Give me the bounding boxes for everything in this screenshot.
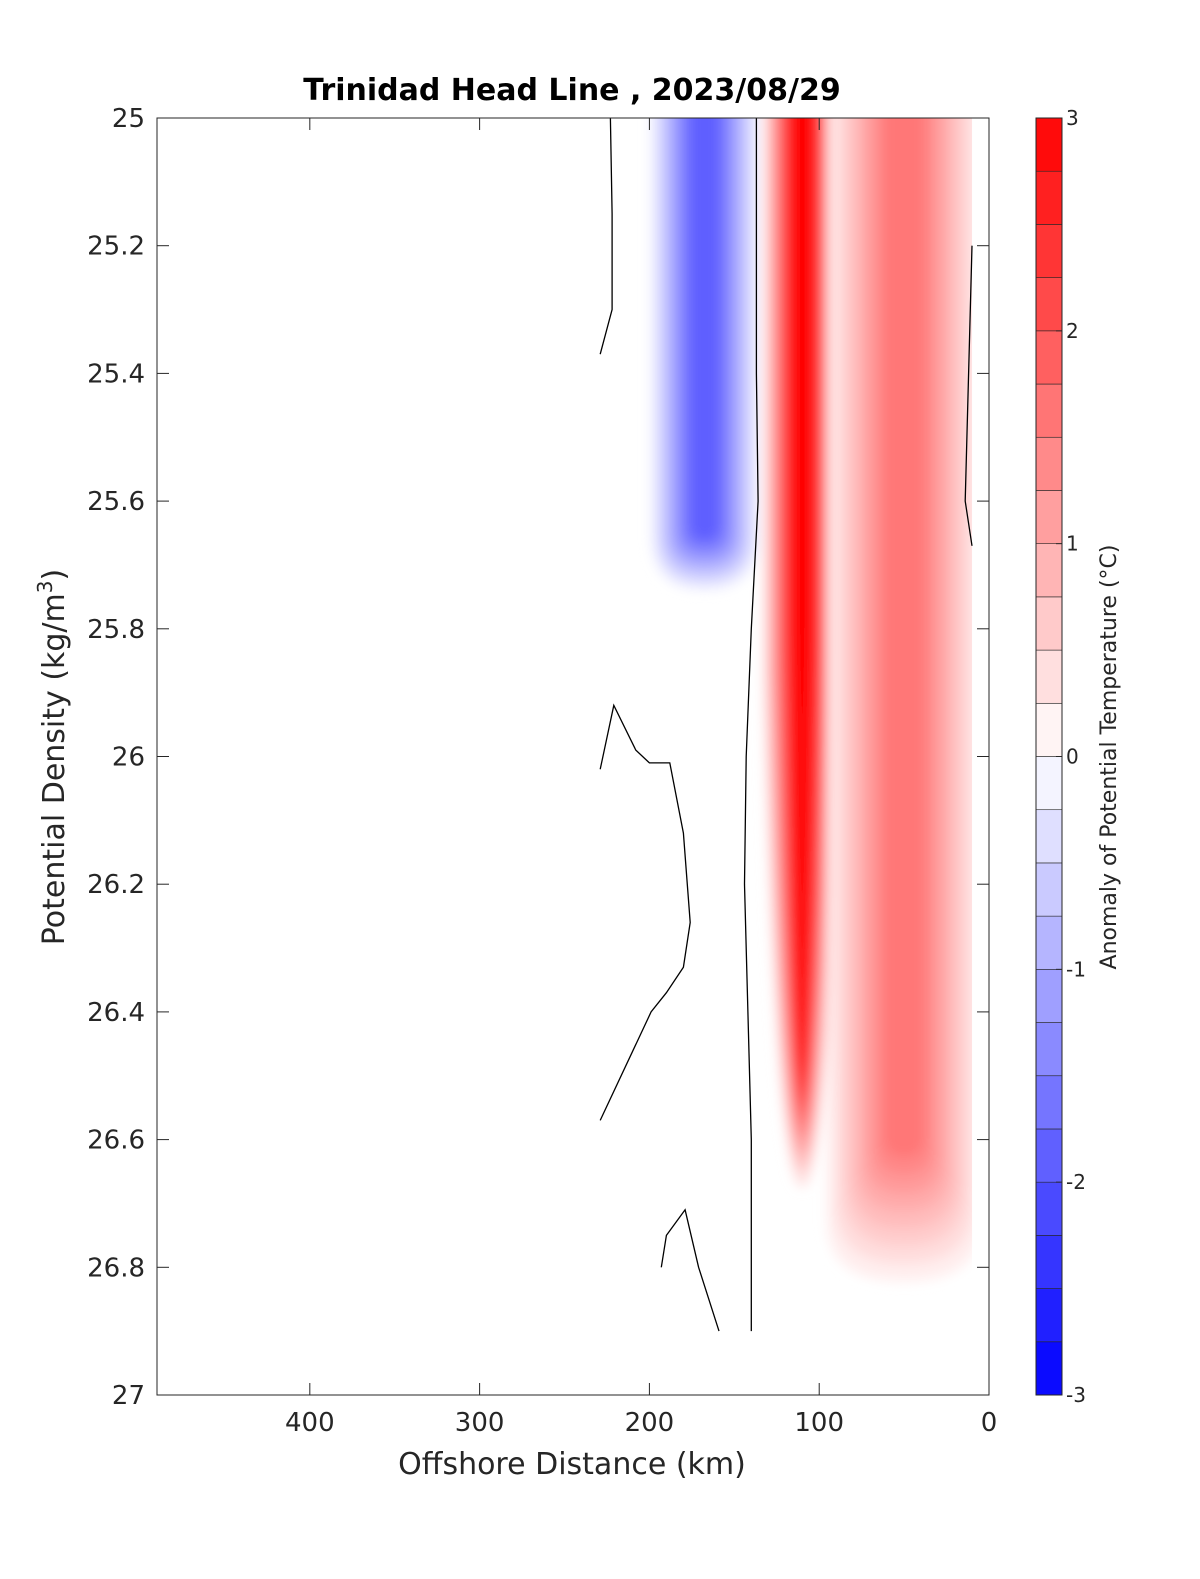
colorbar-swatch-22 [1035,170,1063,225]
colorbar-swatch-0 [1035,1341,1063,1396]
colorbar-swatch-1 [1035,1288,1063,1343]
x-tick-label: 200 [625,1408,675,1438]
x-tick-label: 0 [981,1408,998,1438]
colorbar-swatch-6 [1035,1022,1063,1077]
y-axis-label-close: ) [37,569,72,581]
x-tick-label: 100 [794,1408,844,1438]
colorbar-swatch-13 [1035,649,1063,704]
colorbar-swatch-15 [1035,543,1063,598]
y-tick-label: 25.8 [87,615,145,645]
colorbar-swatch-23 [1035,117,1063,172]
x-axis-label: Offshore Distance (km) [398,1447,746,1482]
y-tick-label: 26 [112,743,145,773]
colorbar-tick-label: -1 [1066,957,1086,981]
zero-contour-offshore-deep [660,1208,720,1332]
y-tick-label: 25.4 [87,359,145,389]
colorbar-tick-label: 1 [1066,532,1079,556]
colorbar-swatch-20 [1035,277,1063,332]
zero-contour-front [743,118,759,1332]
x-tick-label: 400 [285,1408,335,1438]
colorbar-swatch-18 [1035,383,1063,438]
colorbar-swatch-4 [1035,1128,1063,1183]
y-tick-label: 25.6 [87,487,145,517]
colorbar-tick-label: 2 [1066,319,1079,343]
colorbar-label: Anomaly of Potential Temperature (°C) [1097,545,1122,970]
warm-fringe-level-23 [883,118,925,1158]
colorbar-tick-label: 0 [1066,745,1079,769]
colorbar-tick-label: -3 [1066,1383,1086,1407]
zero-contour-nearshore [964,245,973,546]
y-tick-label: 26.8 [87,1253,145,1283]
y-tick-label: 25 [112,104,145,134]
colorbar-swatch-9 [1035,862,1063,917]
colorbar: -3 -2 -1 0 1 2 3 [1035,106,1086,1407]
colorbar-swatch-12 [1035,702,1063,757]
colorbar-swatch-11 [1035,756,1063,811]
colorbar-swatch-21 [1035,224,1063,278]
y-tick-label: 26.2 [87,870,145,900]
y-axis-label-superscript: 3 [33,580,57,593]
colorbar-swatch-17 [1035,436,1063,491]
chart-title: Trinidad Head Line , 2023/08/29 [303,73,840,108]
y-tick-label: 27 [112,1381,145,1411]
y-axis-label: Potential Density (kg/m3) [33,569,72,945]
x-axis: 400 300 200 100 0 [285,118,997,1438]
colorbar-tick-label: 3 [1066,106,1079,130]
anomaly-layers [651,118,973,1282]
colorbar-swatch-2 [1035,1235,1063,1289]
cold-core-level-7 [690,118,719,540]
y-tick-label: 26.4 [87,998,145,1028]
y-tick-label: 25.2 [87,232,145,262]
zero-contours [599,118,973,1332]
colorbar-swatch-7 [1035,969,1063,1023]
x-tick-label: 300 [455,1408,505,1438]
colorbar-swatch-5 [1035,1075,1063,1130]
colorbar-swatch-10 [1035,809,1063,864]
colorbar-tick-label: -2 [1066,1170,1086,1194]
colorbar-swatch-14 [1035,596,1063,651]
colorbar-swatch-19 [1035,330,1063,385]
colorbar-swatch-16 [1035,490,1063,544]
y-axis: 25 25.2 25.4 25.6 25.8 26 26.2 26.4 26.6 26.8 27 [87,104,989,1411]
y-axis-label-text: Potential Density (kg/m [37,593,72,945]
zero-contour-offshore-mid [599,703,691,1121]
y-tick-label: 26.6 [87,1126,145,1156]
colorbar-swatch-3 [1035,1181,1063,1236]
warm-core-level-15 [792,118,813,1074]
zero-contour-offshore-upper [599,118,613,355]
colorbar-swatch-8 [1035,915,1063,970]
anomaly-field [651,118,973,1282]
